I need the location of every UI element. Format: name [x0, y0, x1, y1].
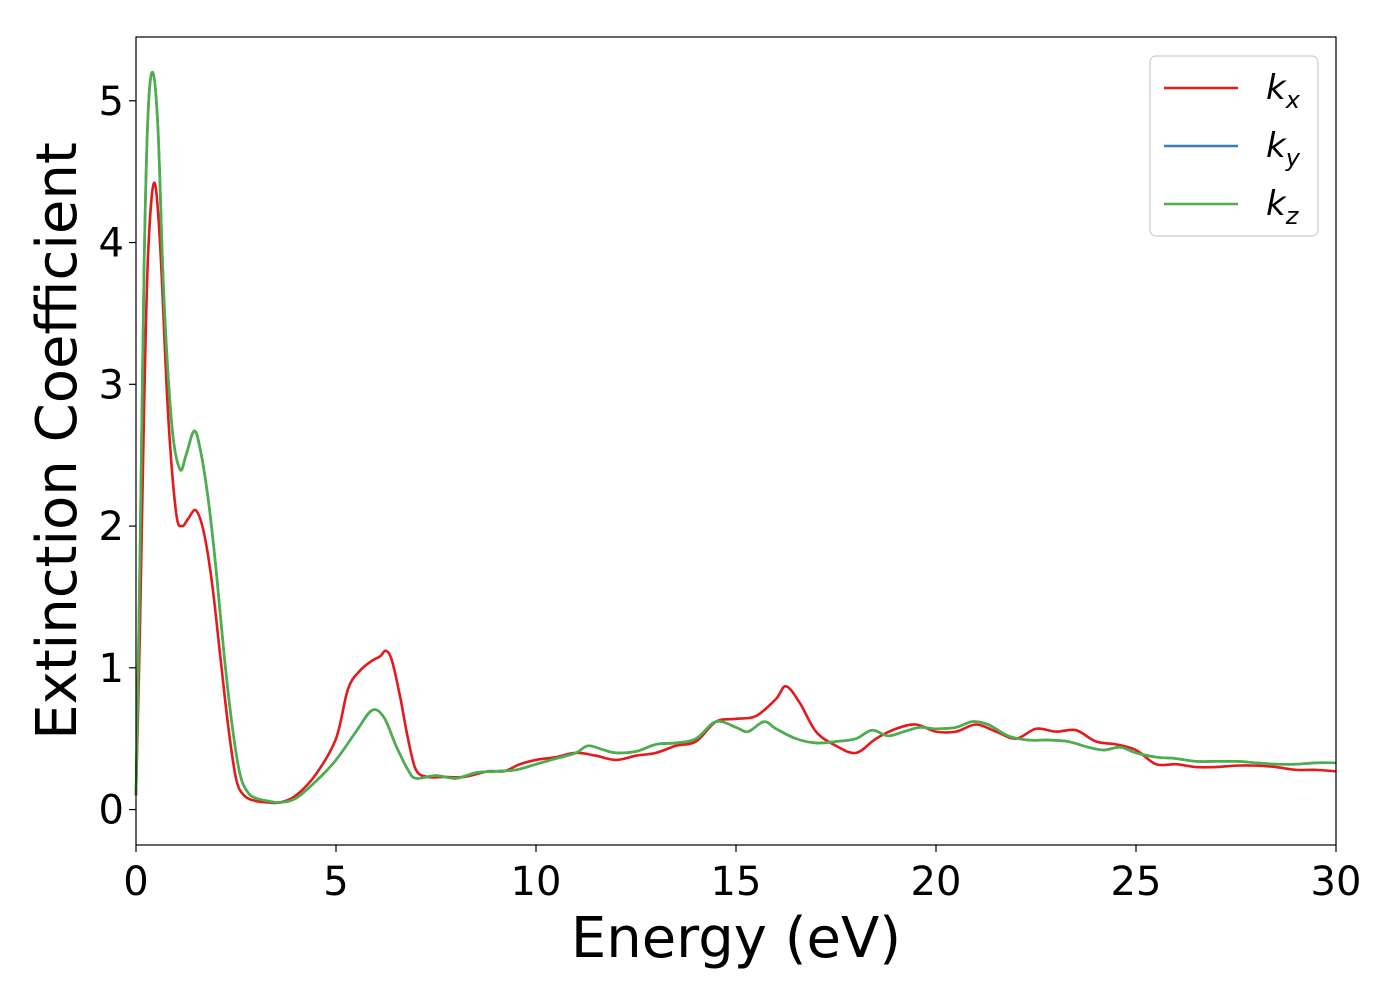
plot-background — [136, 37, 1336, 845]
legend-label-x: kx — [1266, 68, 1301, 114]
x-tick-label: 30 — [1311, 859, 1362, 905]
y-tick-label: 4 — [99, 221, 124, 267]
y-tick-label: 2 — [99, 504, 124, 550]
y-axis: 0 1 2 3 4 5 — [99, 79, 136, 834]
y-axis-title: Extinction Coefficient — [25, 142, 90, 740]
x-tick-label: 0 — [123, 859, 148, 905]
legend: kx ky kz — [1149, 55, 1319, 237]
legend-label-z: kz — [1266, 184, 1300, 230]
y-tick-label: 1 — [99, 646, 124, 692]
x-axis: 0 5 10 15 20 25 30 — [123, 845, 1361, 905]
x-tick-label: 10 — [511, 859, 562, 905]
x-tick-label: 25 — [1111, 859, 1162, 905]
x-tick-label: 20 — [911, 859, 962, 905]
x-tick-label: 5 — [323, 859, 348, 905]
series-layer — [134, 70, 1337, 805]
series-line-z — [134, 70, 1337, 804]
x-axis-title: Energy (eV) — [571, 906, 901, 971]
x-tick-label: 15 — [711, 859, 762, 905]
y-tick-label: 5 — [99, 79, 124, 125]
y-tick-label: 3 — [99, 362, 124, 408]
legend-label-y: ky — [1266, 126, 1301, 172]
y-tick-label: 0 — [99, 788, 124, 834]
series-line-x — [134, 181, 1337, 805]
